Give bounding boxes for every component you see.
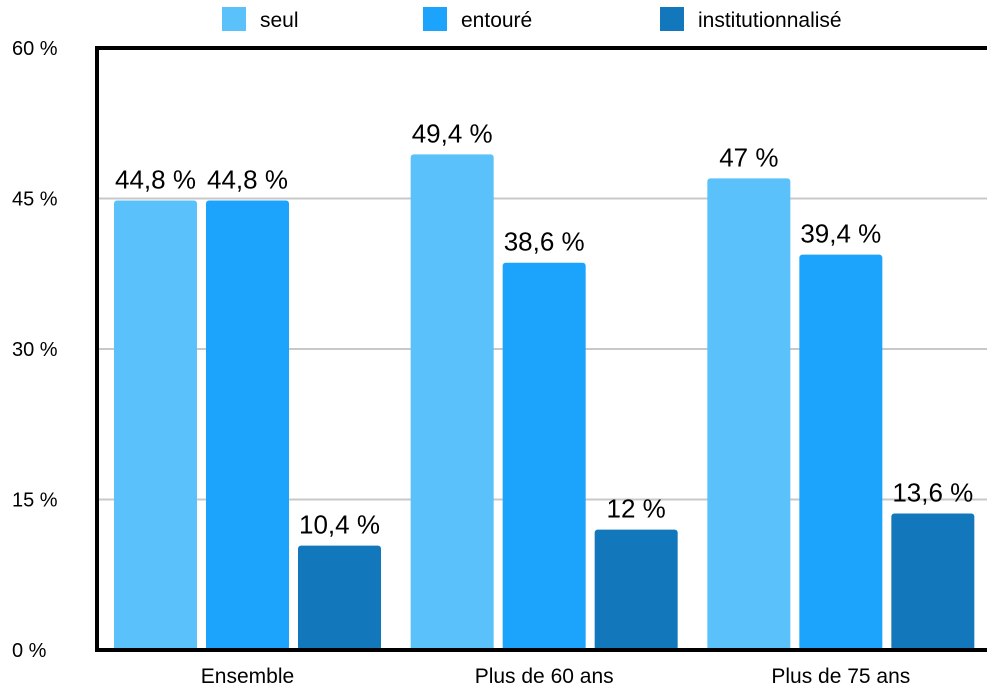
data-label: 44,8 %	[115, 165, 196, 195]
data-label: 39,4 %	[800, 219, 881, 249]
bar	[114, 200, 197, 651]
data-label: 47 %	[719, 142, 778, 172]
legend-label: entouré	[461, 9, 532, 32]
data-label: 13,6 %	[892, 478, 973, 508]
legend: seul entouré institutionnalisé	[222, 7, 842, 32]
bar	[298, 545, 381, 650]
data-label: 44,8 %	[207, 165, 288, 195]
y-tick-label: 45 %	[12, 189, 58, 211]
legend-swatch	[660, 7, 684, 31]
plot-frame	[95, 46, 987, 652]
y-tick-label: 0 %	[12, 640, 47, 662]
x-tick-label: Plus de 75 ans	[771, 665, 910, 688]
bar	[707, 178, 791, 650]
data-label: 38,6 %	[504, 227, 585, 257]
bar	[206, 200, 289, 651]
y-tick-label: 60 %	[12, 38, 58, 60]
legend-swatch	[423, 7, 447, 31]
bar	[410, 154, 494, 650]
y-tick-label: 15 %	[12, 490, 58, 512]
bars	[114, 154, 975, 651]
bar	[594, 529, 678, 650]
bar	[891, 513, 975, 650]
data-label: 12 %	[607, 494, 666, 524]
data-label: 10,4 %	[299, 510, 380, 540]
legend-swatch	[222, 7, 246, 31]
legend-label: seul	[260, 9, 299, 32]
x-tick-label: Plus de 60 ans	[475, 665, 614, 688]
bar	[799, 254, 883, 651]
bar	[502, 262, 586, 650]
y-axis: 0 % 15 % 30 % 45 % 60 %	[12, 38, 58, 662]
y-tick-label: 30 %	[12, 339, 58, 361]
legend-label: institutionnalisé	[698, 9, 842, 32]
x-axis: Ensemble Plus de 60 ans Plus de 75 ans	[201, 665, 910, 688]
x-tick-label: Ensemble	[201, 665, 294, 688]
data-labels: 44,8 % 44,8 % 10,4 % 49,4 % 38,6 % 12 % 47 % 39…	[115, 118, 973, 539]
axis-frame	[95, 46, 987, 652]
data-label: 49,4 %	[412, 118, 493, 148]
